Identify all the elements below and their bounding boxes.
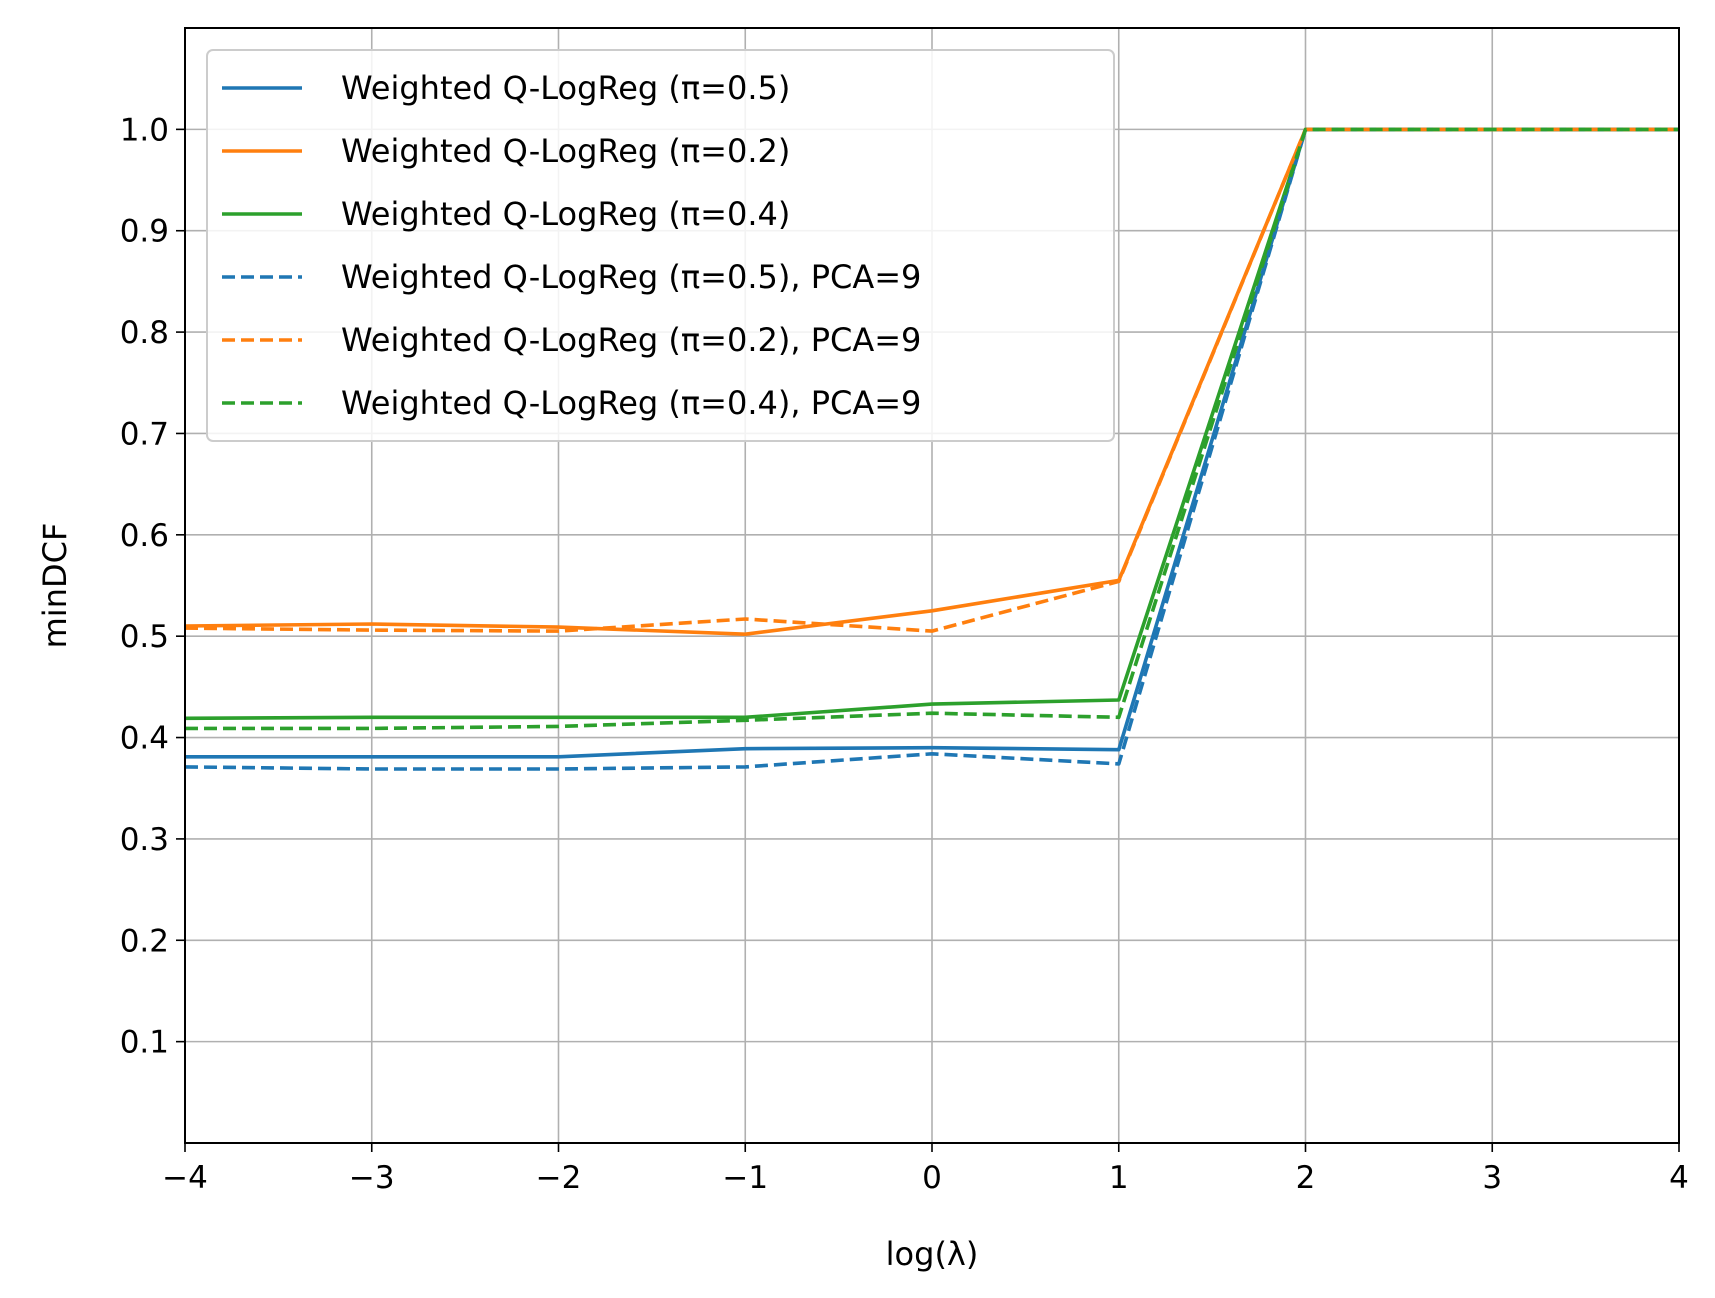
y-tick-label: 0.4 (120, 721, 169, 757)
legend-label: Weighted Q-LogReg (π=0.5), PCA=9 (341, 258, 921, 296)
legend-label: Weighted Q-LogReg (π=0.2), PCA=9 (341, 321, 921, 359)
y-tick-label: 0.5 (120, 619, 169, 655)
x-tick-label: 4 (1669, 1160, 1689, 1196)
y-axis-label: minDCF (36, 523, 74, 649)
y-tick-label: 0.2 (120, 923, 169, 959)
y-tick-label: 0.6 (120, 518, 169, 554)
y-tick-label: 1.0 (120, 112, 169, 148)
x-tick-label: 1 (1109, 1160, 1129, 1196)
x-tick-label: −1 (722, 1160, 768, 1196)
x-tick-label: 0 (922, 1160, 942, 1196)
legend-label: Weighted Q-LogReg (π=0.5) (341, 69, 790, 107)
x-tick-label: −4 (162, 1160, 208, 1196)
y-tick-label: 0.7 (120, 416, 169, 452)
legend-box (206, 49, 1115, 442)
y-tick-label: 0.8 (120, 315, 169, 351)
x-axis-label: log(λ) (886, 1235, 979, 1273)
series-line (184, 127, 1679, 633)
series-layer (184, 127, 1679, 771)
x-tick-label: 2 (1296, 1160, 1316, 1196)
legend-label: Weighted Q-LogReg (π=0.2) (341, 132, 790, 170)
y-tick-label: 0.3 (120, 822, 169, 858)
y-tick-label: 0.1 (120, 1025, 169, 1061)
legend-label: Weighted Q-LogReg (π=0.4) (341, 195, 790, 233)
legend-label: Weighted Q-LogReg (π=0.4), PCA=9 (341, 384, 921, 422)
series-line (185, 127, 1679, 731)
ticks: −4 −3 −2 −1 0 1 2 3 4 0.1 0.2 0.3 0.4 0.5 0.6 0.7 0.8 0.9… (120, 112, 1689, 1196)
legend: Weighted Q-LogReg (π=0.5) Weighted Q-LogR… (206, 49, 1115, 442)
y-tick-label: 0.9 (120, 214, 169, 250)
x-tick-label: −3 (349, 1160, 395, 1196)
x-tick-label: 3 (1482, 1160, 1502, 1196)
x-tick-label: −2 (536, 1160, 582, 1196)
